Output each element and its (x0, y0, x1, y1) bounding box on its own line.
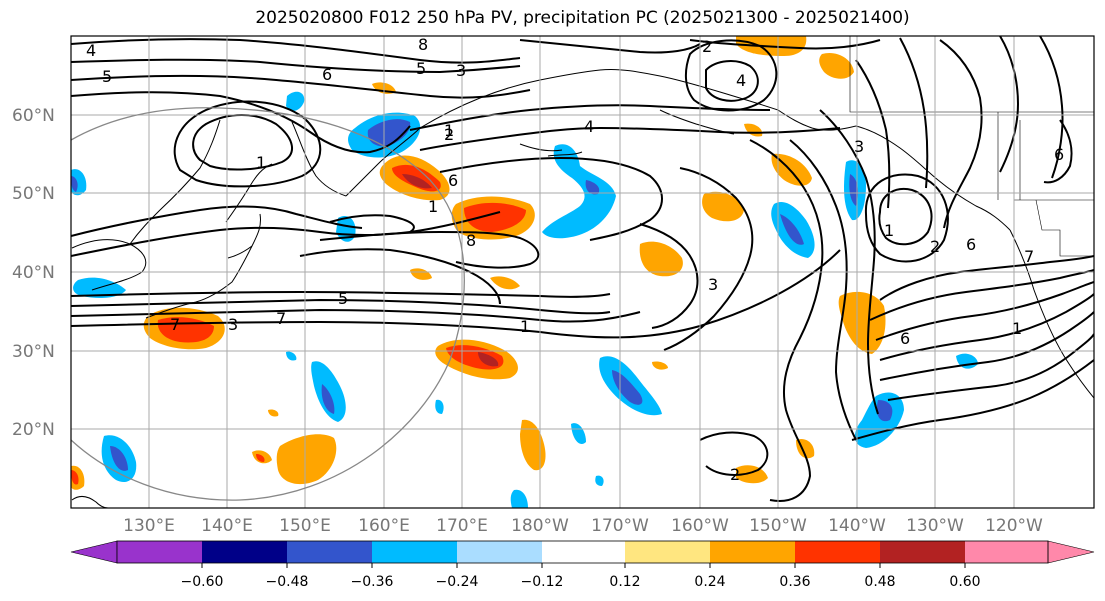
colorbar-tick-label: 0.12 (609, 574, 640, 590)
contour-label: 2 (730, 465, 740, 484)
contour-label: 3 (228, 315, 238, 334)
contour-label: 1 (884, 221, 894, 240)
lon-label: 130°W (906, 516, 964, 536)
colorbar-segment (372, 541, 457, 563)
contour-label: 1 (256, 153, 266, 172)
colorbar: −0.60 −0.48 −0.36 −0.24 −0.12 0.12 0.24 … (70, 540, 1095, 590)
latitude-labels: 60°N 50°N 40°N 30°N 20°N (12, 106, 55, 440)
contour-label: 1 (1012, 319, 1022, 338)
lon-label: 180°W (511, 516, 569, 536)
contour-label: 6 (900, 329, 910, 348)
range-circle (71, 107, 465, 501)
colorbar-tick-label: −0.60 (181, 574, 224, 590)
contour-label: 2 (930, 237, 940, 256)
lat-label: 20°N (12, 420, 55, 440)
contour-label: 6 (1054, 145, 1064, 164)
lat-label: 60°N (12, 106, 55, 126)
contour-label: 8 (466, 231, 476, 250)
gridlines (71, 36, 1094, 508)
colorbar-tick-label: 0.48 (864, 574, 895, 590)
lon-label: 170°W (591, 516, 649, 536)
contour-label: 8 (418, 35, 428, 54)
colorbar-ticks (201, 563, 966, 568)
contour-label: 6 (448, 171, 458, 190)
contour-label: 7 (1024, 247, 1034, 266)
contour-label: 2 (444, 125, 454, 144)
colorbar-segment (965, 541, 1048, 563)
lon-label: 160°W (671, 516, 729, 536)
contour-labels: 8 6 5 4 3 2 1 7 5 7 1 6 3 1 8 5 4 6 1 6 … (86, 35, 1064, 484)
map-frame (70, 35, 1095, 509)
lon-label: 150°W (749, 516, 807, 536)
contour-label: 5 (102, 67, 112, 86)
lon-label: 150°E (279, 516, 331, 536)
colorbar-segment (710, 541, 795, 563)
longitude-labels: 130°E 140°E 150°E 160°E 170°E 180°W 170°… (123, 516, 1043, 536)
contour-label: 4 (736, 71, 746, 90)
colorbar-segment (457, 541, 542, 563)
contour-label: 3 (708, 275, 718, 294)
contour-label: 1 (520, 317, 530, 336)
colorbar-extend-min (70, 540, 118, 564)
contour-label: 2 (702, 37, 712, 56)
colorbar-tick-label: 0.36 (779, 574, 810, 590)
colorbar-segment (202, 541, 287, 563)
contour-label: 7 (276, 309, 286, 328)
lon-label: 170°E (436, 516, 488, 536)
colorbar-tick-label: −0.48 (266, 574, 309, 590)
colorbar-segment (287, 541, 372, 563)
colorbar-segment (880, 541, 965, 563)
lat-label: 50°N (12, 184, 55, 204)
lon-label: 130°E (123, 516, 175, 536)
colorbar-extend-max (1047, 540, 1095, 564)
contour-label: 4 (584, 117, 594, 136)
contour-label: 1 (428, 197, 438, 216)
colorbar-tick-label: −0.36 (351, 574, 394, 590)
lat-label: 40°N (12, 263, 55, 283)
colorbar-tick-label: −0.12 (521, 574, 564, 590)
colorbar-segment (117, 541, 202, 563)
colorbar-tick-label: 0.60 (949, 574, 980, 590)
lon-label: 120°W (985, 516, 1043, 536)
contour-label: 4 (86, 41, 96, 60)
contour-label: 6 (322, 65, 332, 84)
lon-label: 140°E (201, 516, 253, 536)
contour-label: 3 (854, 137, 864, 156)
colorbar-segment (625, 541, 710, 563)
colorbar-tick-label: −0.24 (436, 574, 479, 590)
contour-label: 7 (170, 315, 180, 334)
colorbar-segment (542, 541, 625, 563)
lon-label: 140°W (828, 516, 886, 536)
colorbar-tick-label: 0.24 (694, 574, 725, 590)
chart-title: 2025020800 F012 250 hPa PV, precipitatio… (255, 8, 910, 28)
colorbar-segment (795, 541, 880, 563)
contour-label: 1 (444, 121, 454, 140)
contour-label: 6 (966, 235, 976, 254)
contour-label: 3 (456, 61, 466, 80)
contour-label: 5 (338, 289, 348, 308)
lon-label: 160°E (358, 516, 410, 536)
contour-label: 5 (416, 59, 426, 78)
lat-label: 30°N (12, 342, 55, 362)
precipitation-shading (71, 36, 978, 508)
